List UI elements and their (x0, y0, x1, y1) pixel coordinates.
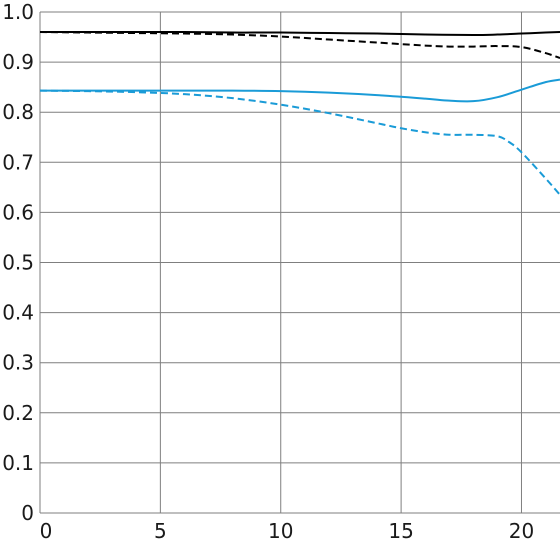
series-layer (39, 31, 560, 196)
series-line-2 (39, 31, 560, 60)
grid-layer (39, 11, 560, 514)
y-tick-label: 0 (21, 501, 34, 525)
series-line-1 (40, 31, 560, 37)
y-tick-label: 0.6 (2, 200, 34, 224)
x-tick-label: 5 (154, 519, 167, 542)
y-tick-label: 0.2 (2, 401, 34, 425)
x-tick-label: 20 (509, 519, 534, 542)
x-tick-label: 0 (40, 519, 53, 542)
y-tick-label: 0.7 (2, 150, 34, 174)
y-tick-label: 0.5 (2, 251, 34, 275)
y-tick-label: 0.4 (2, 301, 34, 325)
y-tick-label: 1.0 (2, 0, 34, 24)
y-tick-label: 0.8 (2, 100, 34, 124)
x-tick-label: 10 (268, 519, 293, 542)
tick-label-layer: 0 0.1 0.2 0.3 0.4 0.5 0.6 0.7 0.8 0.9 1.0 0 5 10 15 20 (2, 0, 534, 542)
y-tick-label: 0.9 (2, 50, 34, 74)
y-tick-label: 0.1 (2, 451, 34, 475)
y-tick-label: 0.3 (2, 351, 34, 375)
series-line-4 (39, 89, 560, 196)
x-tick-label: 15 (388, 519, 413, 542)
series-line-3 (39, 78, 560, 103)
